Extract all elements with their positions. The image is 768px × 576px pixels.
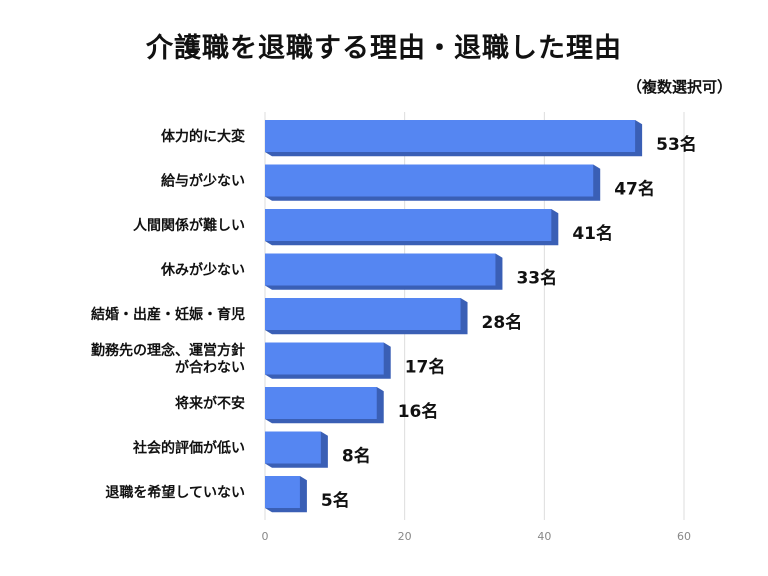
chart-title: 介護職を退職する理由・退職した理由: [146, 33, 622, 64]
category-label-line: 人間関係が難しい: [133, 217, 245, 234]
value-label-8: 5名: [321, 490, 350, 511]
bar-8: [265, 476, 300, 508]
value-label-1: 47名: [614, 179, 655, 200]
category-label-6: 将来が不安: [175, 395, 245, 412]
value-label-2: 41名: [572, 223, 613, 244]
category-label-line: 将来が不安: [175, 395, 245, 412]
bar-0: [265, 120, 636, 152]
bar-4: [265, 298, 461, 330]
category-label-line: 結婚・出産・妊娠・育児: [91, 306, 245, 323]
bar-1: [265, 164, 594, 197]
value-label-3: 33名: [516, 268, 557, 289]
value-label-6: 16名: [398, 401, 439, 422]
category-label-1: 給与が少ない: [161, 173, 245, 190]
value-label-7: 8名: [342, 446, 371, 467]
category-label-line: 給与が少ない: [161, 173, 245, 190]
category-label-5: 勤務先の理念、運営方針が合わない: [91, 342, 245, 376]
x-tick-label-2: 40: [537, 530, 551, 543]
category-label-7: 社会的評価が低い: [132, 440, 245, 457]
bar-2: [265, 209, 552, 241]
labels: 0 20 40 60 53名 体力的に大変 47名 給与が少ない 41名 人間関係が難しい 33名 休…: [91, 128, 697, 543]
category-label-0: 体力的に大変: [161, 128, 245, 145]
bar-6: [265, 387, 377, 419]
bar-7: [265, 431, 321, 464]
category-label-line: 休みが少ない: [160, 262, 245, 279]
bar-3: [265, 253, 496, 286]
category-label-line: が合わない: [175, 359, 245, 376]
x-tick-label-1: 20: [398, 530, 412, 543]
category-label-3: 休みが少ない: [160, 262, 245, 279]
value-label-0: 53名: [656, 134, 697, 155]
category-label-line: 勤務先の理念、運営方針: [91, 342, 245, 359]
category-label-line: 体力的に大変: [161, 128, 245, 145]
category-label-8: 退職を希望していない: [105, 484, 245, 501]
bars: [265, 120, 643, 513]
category-label-2: 人間関係が難しい: [133, 217, 245, 234]
bar-5: [265, 342, 384, 375]
value-label-5: 17名: [405, 357, 446, 378]
category-label-line: 社会的評価が低い: [132, 440, 245, 457]
value-label-4: 28名: [482, 312, 523, 333]
x-tick-label-3: 60: [677, 530, 691, 543]
chart-subtitle: （複数選択可）: [626, 78, 732, 96]
category-label-line: 退職を希望していない: [105, 484, 245, 501]
x-tick-label-0: 0: [262, 530, 269, 543]
category-label-4: 結婚・出産・妊娠・育児: [91, 306, 245, 323]
